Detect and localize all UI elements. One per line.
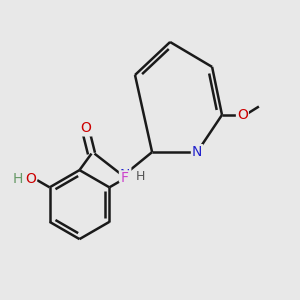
Text: N: N	[192, 145, 202, 159]
Text: O: O	[81, 122, 92, 135]
Text: O: O	[237, 108, 248, 122]
Text: F: F	[121, 171, 129, 185]
Text: N: N	[120, 168, 130, 182]
Text: H: H	[13, 172, 23, 186]
Text: H: H	[136, 169, 145, 183]
Text: O: O	[25, 172, 36, 186]
